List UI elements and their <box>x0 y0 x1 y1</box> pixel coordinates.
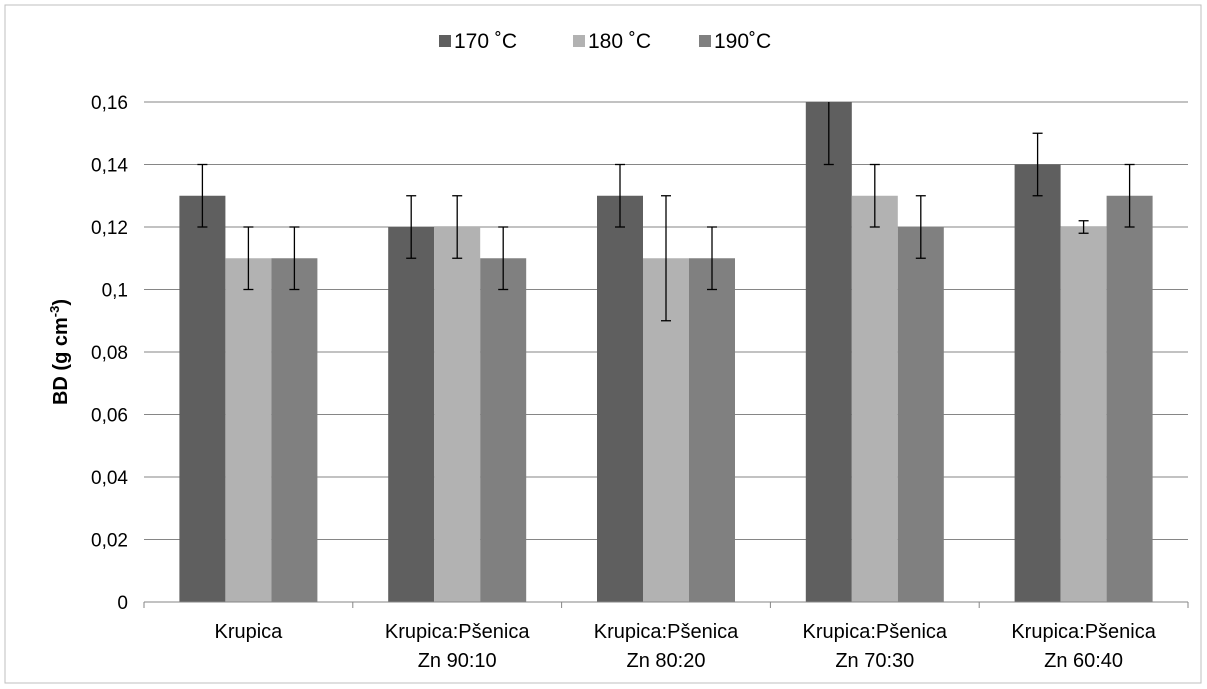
error-bars <box>197 102 1135 322</box>
bar <box>1106 195 1153 602</box>
legend-label: 170 ˚C <box>454 30 517 53</box>
y-tick-label: 0,06 <box>91 406 128 427</box>
legend: 170 ˚C 180 ˚C 190˚C <box>439 30 771 53</box>
category-label: Krupica <box>214 621 283 643</box>
y-tick-label: 0,08 <box>91 343 128 364</box>
category-label: Krupica:Pšenica <box>803 621 948 643</box>
bar <box>388 227 435 602</box>
y-tick-label: 0 <box>117 593 128 614</box>
legend-swatch <box>699 35 711 47</box>
bar <box>1014 164 1061 602</box>
y-axis-label: BD (g cm-3) <box>47 299 72 405</box>
legend-swatch <box>573 35 585 47</box>
bar <box>271 258 318 602</box>
bar <box>897 227 944 602</box>
category-label: Zn 60:40 <box>1044 650 1123 672</box>
y-axis-tick-labels: 0 0,02 0,04 0,06 0,08 0,1 0,12 0,14 0,16 <box>91 93 128 614</box>
bar <box>179 195 226 602</box>
bars <box>179 102 1153 602</box>
category-label: Zn 90:10 <box>418 650 497 672</box>
legend-label: 190˚C <box>714 30 771 53</box>
category-labels: Krupica Krupica:Pšenica Zn 90:10 Krupica:Pš… <box>214 621 1156 672</box>
y-tick-label: 0,12 <box>91 218 128 239</box>
y-tick-label: 0,02 <box>91 531 128 552</box>
y-tick-label: 0,1 <box>102 281 128 302</box>
bar <box>805 102 852 602</box>
bar <box>480 258 527 602</box>
bar <box>225 258 272 602</box>
category-label: Zn 70:30 <box>835 650 914 672</box>
category-label: Zn 80:20 <box>627 650 706 672</box>
bar <box>851 195 898 602</box>
y-tick-label: 0,04 <box>91 468 128 489</box>
category-label: Krupica:Pšenica <box>594 621 739 643</box>
category-label: Krupica:Pšenica <box>1011 621 1156 643</box>
y-tick-label: 0,14 <box>91 156 128 177</box>
y-tick-label: 0,16 <box>91 93 128 114</box>
bar <box>689 258 735 602</box>
bar <box>597 195 643 602</box>
bar <box>1060 227 1107 602</box>
bar <box>434 227 481 602</box>
category-label: Krupica:Pšenica <box>385 621 530 643</box>
legend-swatch <box>439 35 451 47</box>
legend-label: 180 ˚C <box>588 30 651 53</box>
x-axis-tick-marks <box>143 602 1189 608</box>
